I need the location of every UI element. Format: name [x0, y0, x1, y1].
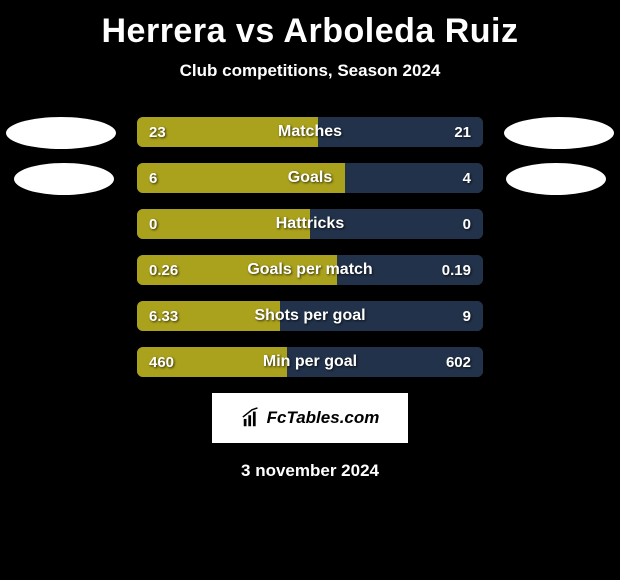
stat-row: Min per goal460 602 [137, 347, 483, 377]
stat-value-left: 23 [149, 117, 166, 147]
stat-value-left: 460 [149, 347, 174, 377]
player-right-badge-2 [506, 163, 606, 195]
stat-row: Goals per match0.26 0.19 [137, 255, 483, 285]
chart-icon [241, 407, 263, 429]
stat-label: Goals per match [137, 255, 483, 285]
page-title: Herrera vs Arboleda Ruiz [0, 0, 620, 51]
player-right-badge-1 [504, 117, 614, 149]
player-left-badge-2 [14, 163, 114, 195]
stat-value-left: 0.26 [149, 255, 178, 285]
stats-area: Matches23 21 Goals6 4 Hattricks0 0 Goals per m… [0, 117, 620, 377]
stat-value-right: 4 [463, 163, 471, 193]
stat-label: Hattricks [137, 209, 483, 239]
stat-label: Matches [137, 117, 483, 147]
comparison-bars: Matches23 21 Goals6 4 Hattricks0 0 Goals per m… [137, 117, 483, 377]
footer-date: 3 november 2024 [0, 461, 620, 481]
logo-text: FcTables.com [267, 408, 380, 428]
stat-row: Shots per goal6.33 9 [137, 301, 483, 331]
stat-value-left: 6.33 [149, 301, 178, 331]
stat-row: Goals6 4 [137, 163, 483, 193]
stat-row: Matches23 21 [137, 117, 483, 147]
stat-value-left: 6 [149, 163, 157, 193]
logo-box: FcTables.com [212, 393, 408, 443]
stat-value-left: 0 [149, 209, 157, 239]
stat-value-right: 602 [446, 347, 471, 377]
stat-value-right: 0.19 [442, 255, 471, 285]
stat-value-right: 0 [463, 209, 471, 239]
player-left-badge-1 [6, 117, 116, 149]
stat-label: Goals [137, 163, 483, 193]
stat-value-right: 9 [463, 301, 471, 331]
stat-label: Shots per goal [137, 301, 483, 331]
stat-row: Hattricks0 0 [137, 209, 483, 239]
stat-label: Min per goal [137, 347, 483, 377]
stat-value-right: 21 [454, 117, 471, 147]
page-subtitle: Club competitions, Season 2024 [0, 61, 620, 81]
